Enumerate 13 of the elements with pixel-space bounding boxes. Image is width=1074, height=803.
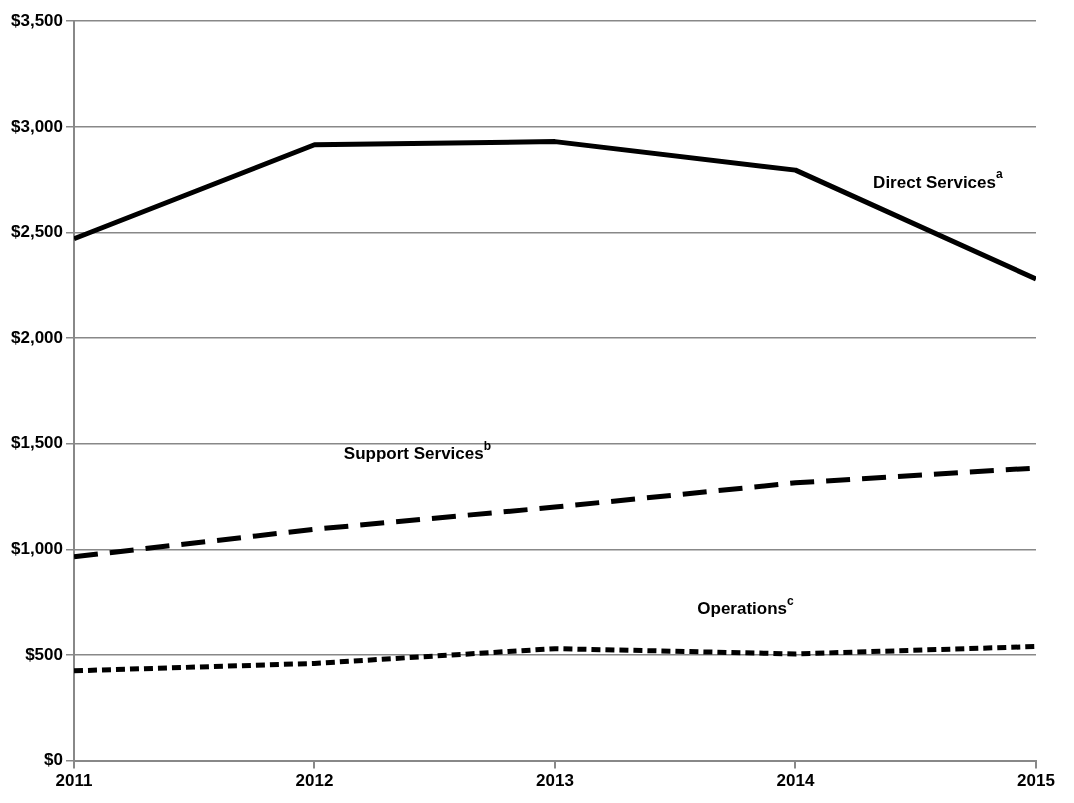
y-tick-label: $3,000 xyxy=(11,116,63,136)
y-tick-label: $1,000 xyxy=(11,539,63,559)
y-tick-label: $500 xyxy=(25,644,63,664)
x-tick-label: 2012 xyxy=(295,771,334,791)
y-tick-label: $2,000 xyxy=(11,327,63,347)
y-tick-label: $2,500 xyxy=(11,222,63,242)
x-tick-label: 2015 xyxy=(1017,771,1055,791)
x-tick-label: 2014 xyxy=(776,771,815,791)
y-tick-label: $1,500 xyxy=(11,433,63,453)
y-tick-label: $3,500 xyxy=(11,10,63,30)
x-tick-label: 2013 xyxy=(536,771,574,791)
x-tick-label: 2011 xyxy=(55,771,93,791)
y-tick-label: $0 xyxy=(44,750,63,770)
